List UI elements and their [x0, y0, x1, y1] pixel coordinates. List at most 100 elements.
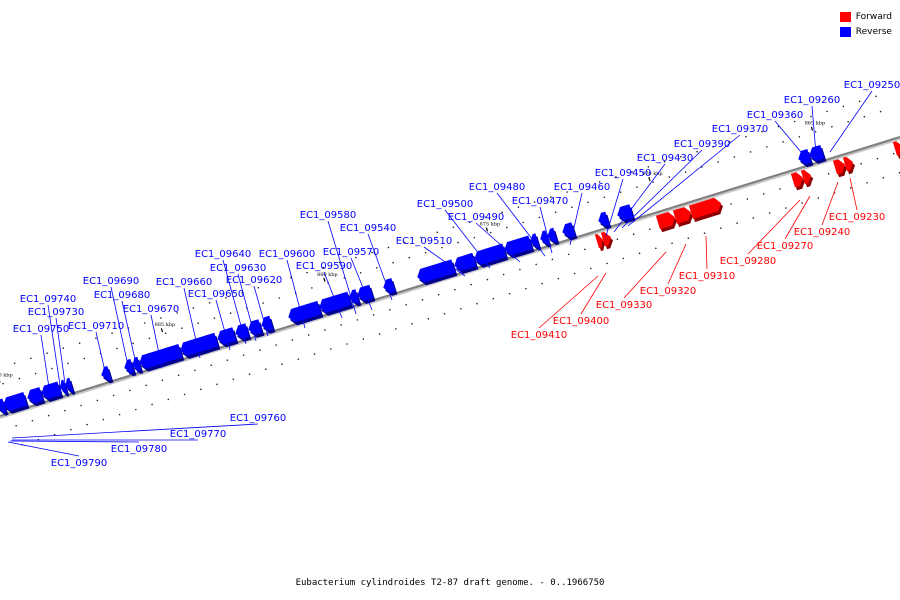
leader-line: [747, 199, 801, 255]
minor-tick: [632, 233, 635, 236]
minor-tick: [879, 110, 882, 113]
minor-tick: [200, 388, 202, 391]
gene-body: [617, 204, 634, 221]
leader-line: [423, 246, 466, 277]
minor-tick: [606, 262, 608, 265]
gene-label: EC1_09450: [595, 168, 651, 179]
leader-line: [539, 206, 553, 254]
minor-tick: [355, 256, 357, 259]
minor-tick: [436, 231, 438, 234]
minor-tick: [842, 105, 845, 108]
gene-label: EC1_09360: [747, 110, 803, 121]
gene-label: EC1_09790: [51, 458, 107, 469]
minor-tick: [443, 312, 446, 315]
minor-tick: [573, 272, 576, 275]
minor-tick: [671, 242, 673, 245]
minor-tick: [680, 155, 682, 158]
reverse-gene: [217, 327, 239, 348]
gene-body: [124, 358, 135, 374]
gene-label: EC1_09390: [674, 139, 730, 150]
reverse-gene: [809, 145, 827, 164]
gene-body: [832, 159, 845, 175]
minor-tick: [232, 378, 235, 381]
minor-tick: [468, 221, 471, 224]
gene-label: EC1_09600: [259, 249, 315, 260]
reverse-gene: [124, 358, 137, 377]
leader-line: [237, 273, 257, 342]
forward-gene: [594, 234, 605, 252]
leader-line: [705, 235, 708, 270]
minor-tick: [717, 161, 719, 163]
reverse-gene: [3, 392, 30, 414]
leader-line: [774, 120, 807, 159]
minor-tick: [798, 135, 801, 138]
minor-tick: [875, 95, 877, 98]
minor-tick: [242, 354, 245, 356]
gene-label: EC1_09270: [757, 241, 813, 252]
minor-tick: [557, 277, 560, 280]
gene-label: EC1_09710: [68, 321, 124, 332]
gene-label: EC1_09780: [111, 444, 167, 455]
minor-tick: [306, 271, 308, 274]
minor-tick: [622, 257, 625, 260]
leader-line: [605, 178, 624, 237]
tick-label: 870 kbp: [642, 171, 663, 177]
reverse-gene: [41, 381, 64, 402]
gene-label: EC1_09740: [20, 294, 76, 305]
gene-label: EC1_09430: [637, 153, 693, 164]
gene-label: EC1_09320: [640, 286, 696, 297]
minor-tick: [346, 343, 348, 345]
minor-tick: [34, 372, 37, 375]
minor-tick: [86, 423, 88, 426]
minor-tick: [535, 263, 537, 266]
leader-line: [253, 285, 269, 337]
minor-tick: [313, 353, 316, 355]
leader-line: [623, 251, 667, 299]
minor-tick: [111, 332, 113, 334]
strand-legend: Forward Reverse: [839, 9, 892, 39]
minor-tick: [817, 197, 820, 199]
leader-line: [55, 317, 67, 392]
minor-tick: [858, 100, 861, 103]
leader-line: [121, 300, 139, 374]
minor-tick: [850, 187, 852, 189]
minor-tick: [762, 193, 765, 195]
minor-tick: [129, 389, 131, 392]
minor-tick: [376, 266, 378, 269]
leader-line: [667, 243, 687, 285]
gene-label: EC1_09680: [94, 290, 150, 301]
gene-body: [41, 381, 62, 399]
minor-tick: [424, 251, 427, 254]
reverse-gene: [139, 344, 185, 372]
minor-tick: [96, 399, 99, 402]
minor-tick: [265, 368, 267, 370]
minor-tick: [47, 414, 50, 417]
minor-tick: [582, 186, 585, 188]
gene-body: [474, 243, 507, 265]
minor-tick: [566, 191, 568, 193]
minor-tick: [226, 359, 229, 361]
gene-body: [547, 227, 558, 243]
minor-tick: [810, 115, 812, 118]
minor-tick: [730, 203, 732, 205]
gene-label: EC1_09670: [123, 304, 179, 315]
minor-tick: [356, 319, 359, 321]
gene-label: EC1_09540: [340, 223, 396, 234]
minor-tick: [584, 248, 586, 251]
major-tick: [648, 176, 651, 182]
minor-tick: [473, 236, 476, 239]
gene-label: EC1_09310: [679, 271, 735, 282]
reverse-gene: [540, 230, 552, 248]
minor-tick: [143, 322, 146, 324]
minor-tick: [779, 188, 781, 190]
label-leaders: [7, 90, 873, 457]
leader-line: [444, 209, 491, 269]
minor-tick: [638, 252, 641, 255]
minor-tick: [668, 176, 671, 178]
leader-line: [323, 271, 343, 319]
minor-tick: [67, 362, 69, 365]
minor-tick: [736, 222, 738, 224]
minor-tick: [619, 191, 622, 194]
axis-shadow: [0, 138, 900, 419]
minor-tick: [470, 283, 472, 286]
